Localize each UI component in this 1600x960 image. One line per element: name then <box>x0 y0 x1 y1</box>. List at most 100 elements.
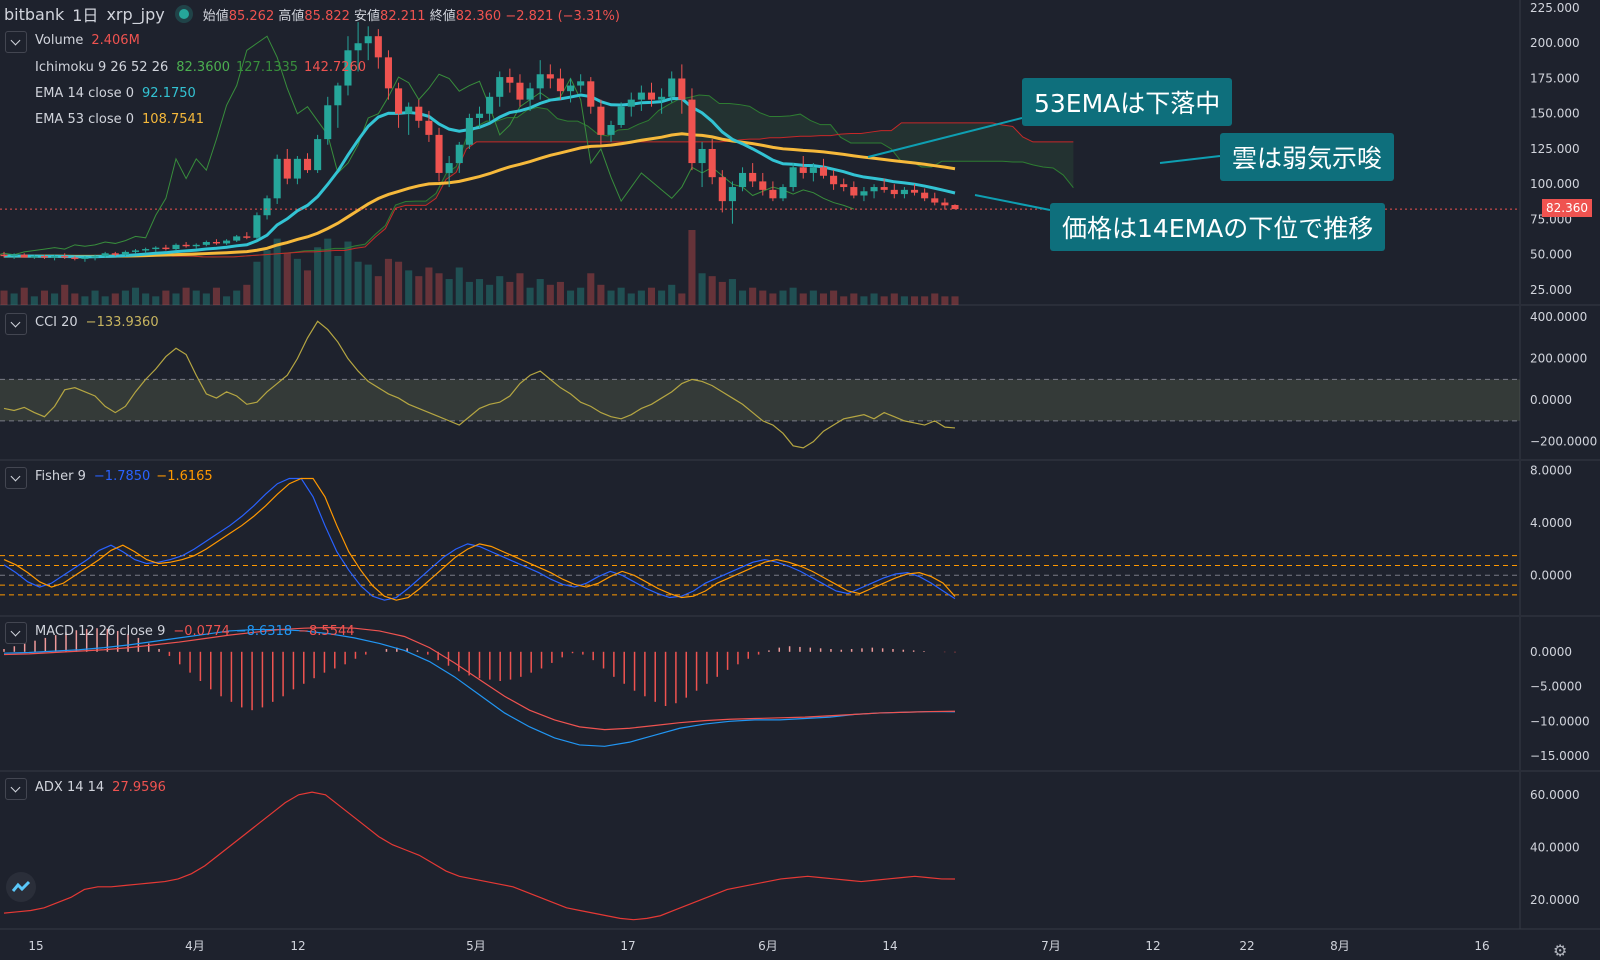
candle-body <box>789 167 797 188</box>
volume-bar <box>131 287 140 305</box>
volume-bar <box>344 241 352 305</box>
symbol-name[interactable]: xrp_jpy <box>106 4 165 24</box>
candle-body <box>405 106 413 114</box>
low-value: 82.211 <box>380 8 426 24</box>
open-value: 85.262 <box>228 8 275 24</box>
macd-legend[interactable]: MACD 12 26 close 9 −0.0774 −8.6318 −8.55… <box>35 624 355 639</box>
macd-value-3: −8.5544 <box>298 624 355 639</box>
candle-body <box>142 249 150 251</box>
volume-bar <box>789 287 797 305</box>
y-tick-label-macd: −15.0000 <box>1530 749 1590 763</box>
candle-body <box>121 251 129 255</box>
candle-body <box>607 125 615 135</box>
candle-body <box>749 172 757 182</box>
macd-value-1: −0.0774 <box>173 624 230 639</box>
candle-body <box>708 148 716 178</box>
macd-toggle-chevron-down-icon[interactable] <box>5 622 27 644</box>
volume-bar <box>860 296 868 305</box>
ema14-legend[interactable]: EMA 14 close 0 92.1750 <box>35 86 196 101</box>
x-tick-label: 17 <box>620 939 635 953</box>
volume-toggle-chevron-down-icon[interactable] <box>5 31 27 53</box>
volume-bar <box>840 296 848 305</box>
fisher-line-1 <box>3 477 956 601</box>
macd-line-0 <box>3 628 956 747</box>
volume-bar <box>212 287 220 305</box>
volume-legend[interactable]: Volume 2.406M <box>35 33 140 48</box>
annotation-pointer-price <box>974 194 1051 211</box>
candle-body <box>567 85 575 92</box>
candle-body <box>374 36 382 58</box>
x-tick-label: 5月 <box>466 939 486 953</box>
y-tick-label-cci: 200.0000 <box>1530 352 1587 366</box>
volume-bar <box>364 264 372 305</box>
candle-body <box>172 244 180 250</box>
candle-body <box>921 192 929 199</box>
volume-bar <box>658 290 666 305</box>
volume-bar <box>647 287 656 305</box>
x-tick-label: 14 <box>882 939 897 953</box>
adx-toggle-chevron-down-icon[interactable] <box>5 778 27 800</box>
y-tick-label-price: 50.000 <box>1530 248 1572 262</box>
cci-label: CCI 20 <box>35 315 78 330</box>
candle-body <box>0 254 8 257</box>
candle-body <box>253 215 261 238</box>
ichimoku-legend[interactable]: Ichimoku 9 26 52 26 82.3600 127.1335 142… <box>35 60 366 75</box>
open-label: 始値 <box>202 8 229 24</box>
candle-body <box>951 204 959 210</box>
candle-body <box>617 106 625 126</box>
ichimoku-value-1: 82.3600 <box>176 60 231 75</box>
cci-toggle-chevron-down-icon[interactable] <box>5 313 27 335</box>
volume-bar <box>71 293 79 305</box>
y-tick-label-macd: −5.0000 <box>1530 680 1582 694</box>
cci-line <box>3 320 956 449</box>
volume-bar <box>455 267 463 305</box>
candle-body <box>212 242 220 244</box>
volume-bar <box>890 293 898 305</box>
volume-bar <box>506 281 514 305</box>
high-label: 高値 <box>278 8 305 24</box>
fisher-legend[interactable]: Fisher 9 −1.7850 −1.6165 <box>35 469 213 484</box>
cci-band <box>0 379 1520 421</box>
volume-bar <box>728 279 736 305</box>
candle-body <box>486 96 494 114</box>
volume-bar <box>870 293 878 305</box>
ema14-value: 92.1750 <box>142 86 196 101</box>
volume-bar <box>607 290 615 305</box>
candle-body <box>941 202 949 206</box>
fisher-toggle-chevron-down-icon[interactable] <box>5 467 27 489</box>
candle-body <box>647 92 656 100</box>
annotation-price[interactable]: 価格は14EMAの下位で推移 <box>1050 203 1386 251</box>
volume-bar <box>486 284 494 305</box>
y-tick-label-price: 25.000 <box>1530 283 1572 297</box>
candle-body <box>455 144 463 164</box>
ema53-legend[interactable]: EMA 53 close 0 108.7541 <box>35 112 204 127</box>
macd-value-2: −8.6318 <box>235 624 293 639</box>
adx-legend[interactable]: ADX 14 14 27.9596 <box>35 780 166 795</box>
candle-body <box>506 77 514 83</box>
fisher-line-0 <box>3 477 956 601</box>
candle-body <box>182 244 190 247</box>
candle-body <box>61 256 69 258</box>
volume-bar <box>172 293 180 305</box>
candle-body <box>223 240 231 244</box>
gear-icon[interactable]: ⚙ <box>1553 941 1568 960</box>
exchange-name[interactable]: bitbank <box>4 4 65 24</box>
candle-body <box>435 134 443 173</box>
adx-line <box>3 791 956 921</box>
candle-body <box>556 78 564 92</box>
interval-label[interactable]: 1日 <box>72 6 99 25</box>
volume-bar <box>30 296 38 305</box>
annotation-ema53[interactable]: 53EMAは下落中 <box>1022 78 1233 126</box>
volume-bar <box>283 253 291 305</box>
x-tick-label: 15 <box>28 939 43 953</box>
y-tick-label-fisher: 0.0000 <box>1530 568 1572 582</box>
candle-body <box>536 74 544 89</box>
annotation-cloud[interactable]: 雲は弱気示唆 <box>1220 133 1395 181</box>
candle-body <box>51 256 59 258</box>
volume-bar <box>739 290 747 305</box>
x-tick-label: 7月 <box>1041 939 1061 953</box>
volume-bar <box>61 284 69 305</box>
tradingview-logo-icon[interactable] <box>6 872 36 902</box>
x-tick-label: 8月 <box>1330 939 1350 953</box>
cci-legend[interactable]: CCI 20 −133.9360 <box>35 315 159 330</box>
